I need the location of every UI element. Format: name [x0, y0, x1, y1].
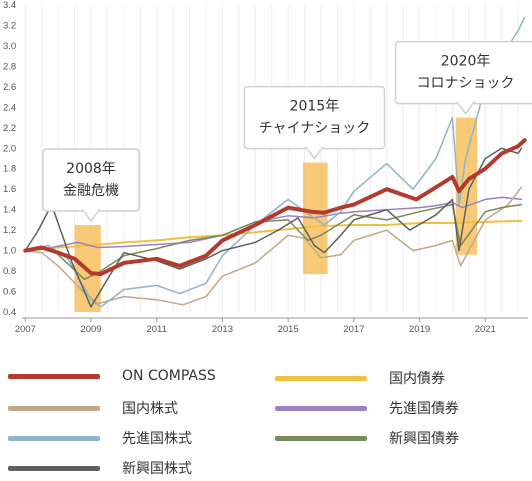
legend-item-emerging-bond: 新興国債券	[275, 428, 459, 448]
highlight-band	[455, 117, 478, 255]
x-tick-label: 2013	[212, 324, 233, 335]
y-tick-label: 1.8	[3, 164, 16, 175]
legend-label: 国内債券	[389, 371, 445, 387]
x-tick-label: 2015	[278, 324, 299, 335]
y-tick-label: 2.6	[3, 82, 16, 93]
legend-label: 新興国債券	[389, 431, 459, 447]
y-tick-label: 1.0	[3, 246, 16, 257]
y-tick-label: 3.2	[3, 20, 16, 31]
callout-text: 2020年	[441, 54, 491, 70]
callout-pointer-mask	[307, 146, 322, 150]
x-tick-label: 2011	[146, 324, 166, 335]
legend: ON COMPASS 国内債券 国内株式 先進国債券 先進国株式 新興国債券 新…	[0, 355, 532, 481]
series-lines	[23, 16, 527, 308]
series-line	[24, 203, 523, 281]
legend-swatch	[8, 373, 100, 379]
x-tick-label: 2009	[80, 324, 101, 335]
gridlines	[24, 5, 519, 312]
legend-swatch	[275, 435, 367, 441]
callout-text: 2015年	[290, 99, 340, 115]
x-tick-label: 2021	[475, 324, 496, 335]
legend-item-on-compass: ON COMPASS	[8, 368, 216, 384]
y-tick-label: 2.0	[3, 143, 16, 154]
legend-label: 先進国債券	[389, 401, 459, 417]
x-tick-label: 2007	[15, 324, 36, 335]
legend-item-domestic-bond: 国内債券	[275, 368, 445, 388]
legend-swatch	[275, 405, 367, 411]
legend-swatch	[275, 375, 367, 381]
callout-box	[243, 85, 386, 150]
series-line	[24, 16, 526, 308]
axes: 0.4 0.6 0.8 1.0 1.2 1.4 1.6 1.8 2.0 2.2 2.4 2.6 2.8 3…	[3, 0, 528, 335]
y-tick-label: 3.4	[3, 0, 16, 11]
series-line	[23, 138, 527, 277]
series-line	[24, 219, 523, 252]
performance-chart: 0.4 0.6 0.8 1.0 1.2 1.4 1.6 1.8 2.0 2.2 2.4 2.6 2.8 3…	[3, 0, 532, 335]
legend-item-developed-equity: 先進国株式	[8, 428, 192, 448]
y-tick-label: 3.0	[3, 41, 16, 52]
callout-box	[394, 40, 532, 105]
legend-item-developed-bond: 先進国債券	[275, 398, 459, 418]
callout-text: 2008年	[66, 161, 116, 177]
legend-swatch	[8, 405, 100, 411]
callout-pointer-mask	[458, 101, 473, 105]
y-tick-label: 2.2	[3, 123, 16, 134]
legend-item-emerging-equity: 新興国株式	[8, 458, 192, 478]
y-tick-label: 2.4	[3, 102, 16, 113]
legend-swatch	[8, 435, 100, 441]
y-tick-label: 1.2	[3, 225, 16, 236]
callout-pointer-mask	[84, 209, 98, 213]
legend-label: ON COMPASS	[122, 368, 216, 384]
callout-text: コロナショック	[417, 76, 515, 92]
y-tick-label: 1.4	[3, 205, 16, 216]
legend-item-domestic-equity: 国内株式	[8, 398, 178, 418]
callout-box	[42, 148, 140, 212]
y-tick-label: 1.6	[3, 184, 16, 195]
x-tick-label: 2017	[343, 324, 364, 335]
legend-label: 先進国株式	[122, 431, 192, 447]
y-tick-label: 2.8	[3, 61, 16, 72]
legend-label: 新興国株式	[122, 461, 192, 477]
callout-text: 金融危機	[63, 183, 119, 199]
legend-label: 国内株式	[122, 401, 178, 417]
y-tick-label: 0.4	[3, 307, 16, 318]
y-tick-label: 0.8	[3, 266, 16, 277]
callout-text: チャイナショック	[259, 121, 371, 137]
legend-swatch	[8, 465, 100, 471]
y-tick-label: 0.6	[3, 287, 16, 298]
series-line	[24, 147, 523, 308]
x-tick-label: 2019	[409, 324, 430, 335]
